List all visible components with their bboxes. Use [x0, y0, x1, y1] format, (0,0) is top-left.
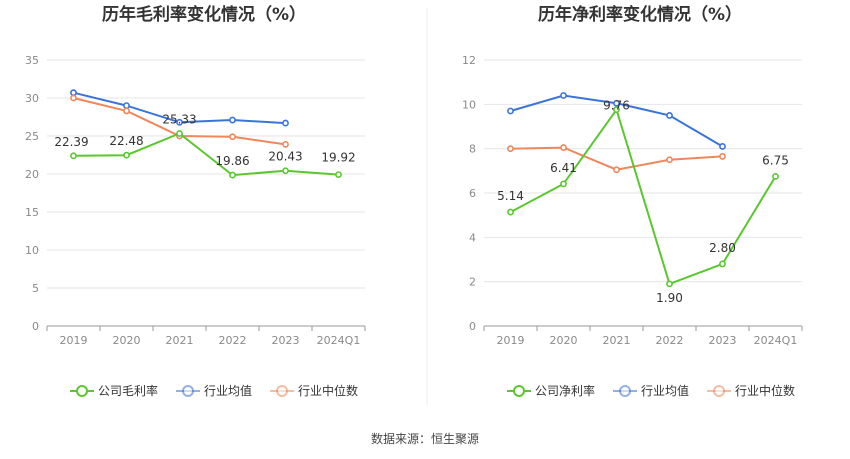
y-tick-label: 30	[25, 92, 39, 105]
data-point-company	[613, 106, 620, 114]
data-point-industry_avg	[719, 143, 726, 150]
data-point-industry_avg	[229, 116, 236, 124]
data-point-industry_median	[613, 166, 620, 174]
data-label: 22.48	[109, 134, 143, 148]
data-label: 19.86	[215, 154, 249, 168]
data-point-industry_avg	[123, 102, 130, 109]
y-tick-label: 12	[462, 54, 476, 67]
y-tick-label: 4	[469, 231, 476, 244]
legend-marker	[276, 385, 289, 397]
data-point-industry_median	[560, 144, 567, 151]
legend-label: 行业均值	[204, 383, 252, 398]
data-label: 22.39	[54, 135, 88, 149]
data-point-company	[70, 152, 77, 160]
data-label: 1.90	[656, 291, 683, 305]
data-point-industry_avg	[507, 107, 514, 115]
data-point-industry_median	[123, 107, 130, 115]
x-tick-label: 2024Q1	[317, 334, 361, 347]
legend-marker	[513, 385, 525, 397]
data-point-company	[335, 171, 342, 179]
x-tick-label: 2022	[219, 334, 247, 347]
legend-marker	[76, 385, 88, 397]
legend-marker	[713, 385, 726, 397]
data-point-industry_median	[666, 156, 673, 164]
data-point-company	[123, 151, 130, 159]
data-point-industry_avg	[176, 118, 183, 126]
data-label: 6.75	[762, 153, 789, 167]
y-tick-label: 2	[469, 276, 476, 289]
data-point-company	[719, 260, 726, 268]
x-tick-label: 2019	[60, 334, 88, 347]
data-point-industry_avg	[282, 119, 289, 127]
x-tick-label: 2022	[656, 334, 684, 347]
data-point-industry_avg	[70, 89, 77, 97]
x-tick-label: 2021	[166, 334, 194, 347]
data-point-industry_median	[719, 153, 726, 160]
data-point-company	[229, 171, 236, 179]
legend-marker	[619, 385, 632, 397]
y-tick-label: 10	[462, 98, 476, 111]
y-tick-label: 35	[25, 54, 39, 67]
chart-title: 历年净利率变化情况（%）	[538, 4, 742, 25]
y-tick-label: 5	[32, 282, 39, 295]
x-tick-label: 2021	[603, 334, 631, 347]
y-tick-label: 0	[32, 320, 39, 333]
x-tick-label: 2023	[709, 334, 737, 347]
legend-item-industry_avg[interactable]: 行业均值	[176, 383, 252, 398]
x-tick-label: 2023	[272, 334, 300, 347]
data-point-industry_median	[229, 133, 236, 141]
data-label: 25.33	[162, 112, 196, 126]
data-point-industry_median	[282, 140, 289, 148]
data-point-industry_avg	[613, 99, 620, 107]
legend-label: 行业均值	[641, 383, 689, 398]
y-tick-label: 20	[25, 168, 39, 181]
legend-label: 公司净利率	[535, 383, 595, 398]
x-tick-label: 2020	[113, 334, 141, 347]
y-tick-label: 6	[469, 187, 476, 200]
data-point-industry_avg	[560, 92, 567, 99]
legend-label: 公司毛利率	[98, 383, 158, 398]
chart-title: 历年毛利率变化情况（%）	[102, 4, 306, 25]
data-point-company	[560, 180, 567, 188]
data-point-company	[507, 208, 514, 216]
legend-item-company[interactable]: 公司净利率	[507, 383, 595, 398]
data-label: 19.92	[321, 151, 355, 165]
y-tick-label: 10	[25, 244, 39, 257]
source-note: 数据来源：恒生聚源	[371, 431, 479, 446]
data-point-company	[666, 280, 673, 288]
data-point-company	[282, 167, 289, 175]
data-label: 9.76	[603, 99, 630, 113]
x-tick-label: 2020	[550, 334, 578, 347]
legend-item-industry_median[interactable]: 行业中位数	[270, 383, 358, 398]
legend-label: 行业中位数	[298, 383, 358, 398]
legend-marker	[182, 385, 195, 397]
y-tick-label: 15	[25, 206, 39, 219]
data-point-industry_median	[507, 145, 514, 153]
gross-margin-chart: 历年毛利率变化情况（%） 0 5 10 15 20 25 30 35 2019 2020 2021 20…	[25, 4, 366, 398]
data-label: 5.14	[497, 189, 524, 203]
y-tick-label: 8	[469, 143, 476, 156]
data-label: 20.43	[268, 150, 302, 164]
data-label: 2.80	[709, 241, 736, 255]
data-point-industry_avg	[666, 112, 673, 119]
series-line-company	[510, 107, 777, 286]
legend-item-company[interactable]: 公司毛利率	[70, 383, 158, 398]
series-line-company	[73, 132, 339, 177]
data-point-company	[772, 172, 779, 180]
y-tick-label: 25	[25, 130, 39, 143]
x-tick-label: 2024Q1	[754, 334, 798, 347]
legend-item-industry_median[interactable]: 行业中位数	[707, 383, 795, 398]
x-tick-label: 2019	[497, 334, 525, 347]
legend-item-industry_avg[interactable]: 行业均值	[613, 383, 689, 398]
data-point-company	[176, 130, 183, 137]
data-label: 6.41	[550, 161, 577, 175]
legend-label: 行业中位数	[735, 383, 795, 398]
y-tick-label: 0	[469, 320, 476, 333]
net-margin-chart: 历年净利率变化情况（%） 0 2 4 6 8 10 12 2019 2020 2021 2022 202…	[462, 4, 803, 398]
data-point-industry_median	[70, 94, 77, 102]
